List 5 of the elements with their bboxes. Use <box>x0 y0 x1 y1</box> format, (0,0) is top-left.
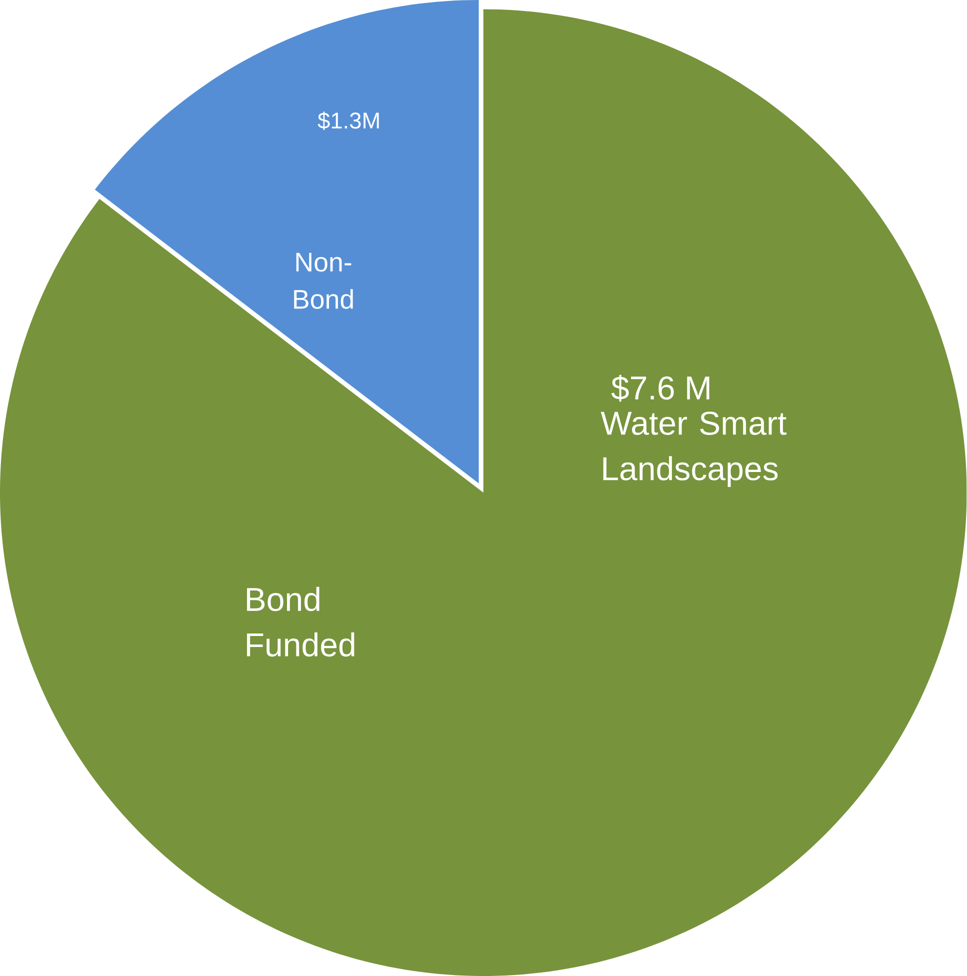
slice-label: Non-Bond <box>294 252 354 309</box>
data-label: $1.3M <box>318 112 379 130</box>
text: Water Smart Landscapes <box>600 412 787 487</box>
data-label: $7.6 M <box>611 374 710 402</box>
slice-label: Bond Funded <box>247 586 354 657</box>
